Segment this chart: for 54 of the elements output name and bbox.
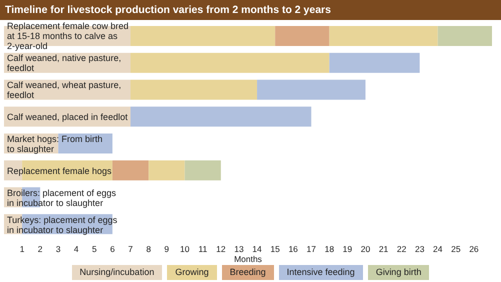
x-tick-label: 12 [216, 244, 226, 254]
x-tick-label: 26 [469, 244, 479, 254]
x-tick-label: 4 [74, 244, 79, 254]
bar [58, 134, 112, 154]
x-tick-label: 2 [38, 244, 43, 254]
text: Giving birth [376, 267, 422, 277]
bar [130, 106, 312, 127]
bar [130, 80, 258, 100]
x-tick-label: 8 [146, 244, 152, 254]
text: Intensive feeding [286, 267, 355, 277]
x-tick-label: 19 [342, 244, 352, 254]
y-tick-label: Turkeys: placement of eggs in incubator to slaughter [7, 214, 118, 235]
x-tick-label: 17 [306, 244, 316, 254]
y-tick-label: Market hogs: From birth to slaughter [7, 134, 103, 154]
x-tick-label: 22 [396, 244, 407, 254]
x-tick-label: 10 [180, 244, 190, 254]
text: Growing [175, 267, 209, 277]
y-tick-label: Calf weaned, placed in feedlot [7, 112, 128, 122]
chart-title: Timeline for livestock production varies from 2 months to 2 years [0, 0, 501, 20]
text: Breeding [230, 267, 266, 277]
x-tick-label: 14 [252, 244, 262, 254]
bar [257, 80, 366, 100]
y-tick-label: Replacement female cow bred at 15-18 months to calve as 2-year-old [7, 21, 129, 52]
x-tick-label: 5 [92, 244, 98, 254]
x-tick-label: 15 [270, 244, 280, 254]
bar [130, 26, 276, 46]
x-tick-label: 1 [20, 244, 25, 254]
x-tick-label: 13 [234, 244, 244, 254]
x-tick-label: 3 [56, 244, 61, 254]
bar [438, 26, 492, 46]
y-tick-label: Broilers: placement of eggs in incubator to slaughter [7, 188, 116, 208]
y-tick-label: Calf weaned, native pasture, feedlot [7, 53, 122, 74]
y-tick-label: Replacement female hogs [7, 166, 112, 176]
x-tick-label: 11 [198, 244, 208, 254]
x-tick-label: 18 [324, 244, 334, 254]
x-tick-label: 25 [451, 244, 461, 254]
bar [329, 26, 438, 46]
x-tick-label: 7 [128, 244, 134, 254]
x-tick-label: 16 [288, 244, 298, 254]
x-tick-label: 20 [360, 244, 370, 254]
x-tick-label: 6 [110, 244, 116, 254]
bar [329, 52, 420, 73]
x-axis-title: Months [234, 254, 262, 264]
text: Nursing/incubation [80, 267, 154, 277]
x-tick-label: 24 [433, 244, 443, 254]
x-tick-label: 23 [414, 244, 425, 254]
y-tick-label: Calf weaned, wheat pasture, feedlot [7, 80, 122, 100]
bar [148, 160, 185, 180]
bar [130, 52, 330, 73]
bar [275, 26, 330, 46]
x-tick-label: 9 [164, 244, 170, 254]
x-tick-label: 21 [378, 244, 389, 254]
bar [112, 160, 149, 180]
bar [184, 160, 221, 180]
